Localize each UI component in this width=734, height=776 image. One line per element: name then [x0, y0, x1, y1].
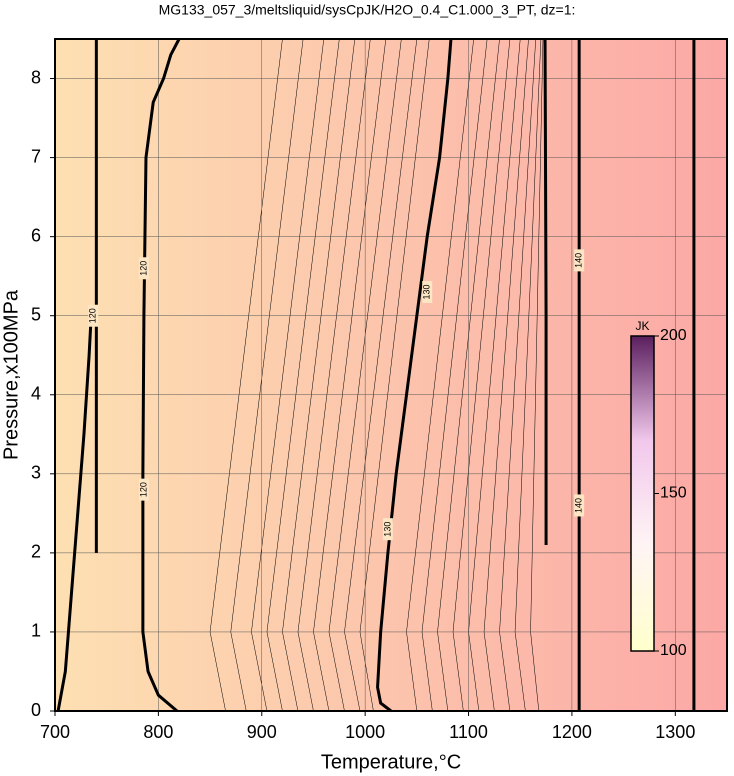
y-tick-label: 0	[31, 700, 41, 720]
colorbar-tick-label: 150	[660, 485, 687, 502]
x-tick-label: 1300	[655, 722, 695, 742]
x-tick-label: 1200	[552, 722, 592, 742]
contour-label: 140	[574, 498, 584, 513]
y-tick-label: 4	[31, 384, 41, 404]
y-tick-label: 7	[31, 146, 41, 166]
y-tick-label: 5	[31, 304, 41, 324]
x-tick-label: 800	[143, 722, 173, 742]
colorbar-label: JK	[635, 319, 649, 333]
colorbar	[630, 335, 655, 652]
contour-label-bg	[574, 494, 585, 517]
y-tick-label: 6	[31, 225, 41, 245]
colorbar-tick-label: 200	[660, 327, 687, 344]
y-tick-label: 8	[31, 67, 41, 87]
contour-label-bg	[138, 478, 149, 501]
contour-label: 120	[138, 261, 148, 276]
contour-label-bg	[88, 304, 99, 327]
y-tick-label: 3	[31, 463, 41, 483]
contour-label: 130	[382, 522, 392, 537]
x-tick-label: 1100	[449, 722, 488, 742]
contour-label-bg	[138, 257, 149, 280]
contour-label-bg	[422, 280, 433, 303]
plot-background	[55, 39, 727, 711]
contour-line	[56, 315, 93, 712]
contour-line	[376, 38, 453, 713]
contour-label: 140	[574, 253, 584, 268]
contour-line	[141, 38, 181, 713]
contour-label-bg	[382, 518, 393, 541]
y-tick-label: 1	[31, 621, 41, 641]
x-tick-label: 1000	[345, 722, 385, 742]
contour-label-bg	[574, 249, 585, 272]
contour-label: 120	[138, 482, 148, 497]
contour-label: 130	[422, 284, 432, 299]
plot-frame	[54, 38, 728, 712]
contour-label: 120	[88, 308, 98, 323]
x-tick-label: 700	[40, 722, 70, 742]
y-axis-label: Pressure,x100MPa	[0, 289, 22, 460]
x-tick-label: 900	[247, 722, 277, 742]
contour-line	[543, 38, 548, 545]
colorbar-tick-label: 100	[660, 642, 687, 659]
x-axis-label: Temperature,°C	[321, 751, 461, 773]
chart-title: MG133_057_3/meltsliquid/sysCpJK/H2O_0.4_…	[159, 2, 576, 18]
y-tick-label: 2	[31, 542, 41, 562]
